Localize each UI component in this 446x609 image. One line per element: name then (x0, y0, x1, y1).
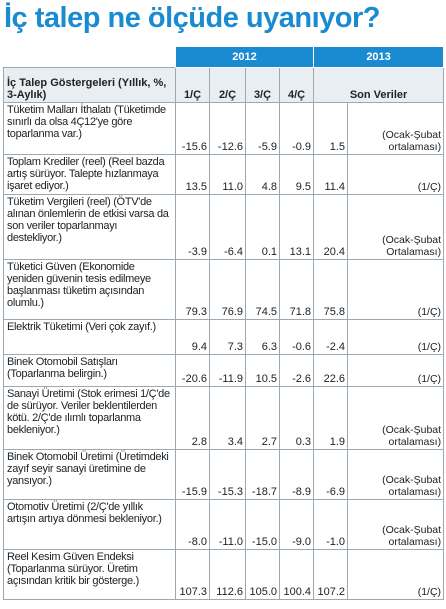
value-cell: -15.6 (175, 102, 210, 155)
value-cell: 3.4 (209, 386, 246, 450)
year-cell: 2012 (174, 46, 315, 68)
value-cell: 75.8 (313, 259, 349, 320)
data-row: Sanayi Üretimi (Stok erimesi 1/Ç'de de s… (3, 386, 445, 450)
data-row: Tüketim Vergileri (reel) (ÖTV'de alınan … (3, 194, 445, 260)
value-cell: 71.8 (278, 259, 315, 320)
year-row: 2012 2013 (3, 46, 445, 68)
data-row: Toplam Krediler (reel) (Reel bazda artış… (3, 154, 445, 195)
header-cell: İç Talep Göstergeleri (Yıllık, %, 3-Aylı… (3, 67, 176, 103)
indicator-cell: Binek Otomobil Üretimi (Üretimdeki zayıf… (3, 449, 176, 500)
note-cell: (Ocak-Şubat ortalaması) (347, 449, 445, 500)
value-cell: -15.3 (209, 449, 246, 500)
indicator-cell: Toplam Krediler (reel) (Reel bazda artış… (3, 154, 176, 195)
value-cell: -0.9 (278, 102, 315, 155)
value-cell: -6.4 (209, 194, 246, 260)
table-body: 2012 2013 İç Talep Göstergeleri (Yıllık, %… (3, 46, 445, 600)
data-row: Tüketici Güven (Ekonomide yeniden güveni… (3, 259, 445, 320)
value-cell: 0.1 (245, 194, 280, 260)
data-row: Elektrik Tüketimi (Veri çok zayıf.) 9.4 7.… (3, 319, 445, 355)
value-cell: 100.4 (278, 549, 315, 600)
note-cell: (Ocak-Şubat ortalaması) (347, 499, 445, 550)
indicator-table: 2012 2013 İç Talep Göstergeleri (Yıllık, %… (3, 46, 445, 600)
value-cell: 76.9 (209, 259, 246, 320)
note-cell: (1/Ç) (347, 259, 445, 320)
value-cell: 107.3 (175, 549, 210, 600)
value-cell: 79.3 (175, 259, 210, 320)
indicator-cell: Otomotiv Üretimi (2/Ç'de yıllık artışın … (3, 499, 176, 550)
data-row: Binek Otomobil Satışları (Toparlanma bel… (3, 354, 445, 387)
value-cell: 22.6 (313, 354, 349, 387)
value-cell: -20.6 (175, 354, 210, 387)
value-cell: -3.9 (175, 194, 210, 260)
value-cell: 2.7 (245, 386, 280, 450)
indicator-cell: Sanayi Üretimi (Stok erimesi 1/Ç'de de s… (3, 386, 176, 450)
note-cell: (1/Ç) (347, 154, 445, 195)
header-cell: 2/Ç (209, 67, 246, 103)
indicator-cell: Elektrik Tüketimi (Veri çok zayıf.) (3, 319, 176, 355)
value-cell: -15.0 (245, 499, 280, 550)
note-cell: (1/Ç) (347, 319, 445, 355)
value-cell: -15.9 (175, 449, 210, 500)
title: İç talep ne ölçüde uyanıyor? (4, 2, 381, 34)
header-cell: 4/Ç (278, 67, 315, 103)
value-cell: 13.1 (278, 194, 315, 260)
blank-cell (3, 46, 176, 68)
value-cell: 4.8 (245, 154, 280, 195)
indicator-cell: Tüketim Malları İthalatı (Tüketimde sını… (3, 102, 176, 155)
value-cell: 107.2 (313, 549, 349, 600)
indicator-cell: Tüketim Vergileri (reel) (ÖTV'de alınan … (3, 194, 176, 260)
data-row: Binek Otomobil Üretimi (Üretimdeki zayıf… (3, 449, 445, 500)
data-row: Otomotiv Üretimi (2/Ç'de yıllık artışın … (3, 499, 445, 550)
value-cell: 11.0 (209, 154, 246, 195)
value-cell: 105.0 (245, 549, 280, 600)
value-cell: 11.4 (313, 154, 349, 195)
value-cell: 13.5 (175, 154, 210, 195)
value-cell: 9.4 (175, 319, 210, 355)
value-cell: -8.0 (175, 499, 210, 550)
value-cell: 10.5 (245, 354, 280, 387)
value-cell: 1.5 (313, 102, 349, 155)
value-cell: -9.0 (278, 499, 315, 550)
value-cell: -8.9 (278, 449, 315, 500)
value-cell: 6.3 (245, 319, 280, 355)
value-cell: -6.9 (313, 449, 349, 500)
header-cell: Son Veriler (313, 67, 445, 103)
value-cell: -1.0 (313, 499, 349, 550)
indicator-cell: Binek Otomobil Satışları (Toparlanma bel… (3, 354, 176, 387)
value-cell: 0.3 (278, 386, 315, 450)
value-cell: 74.5 (245, 259, 280, 320)
value-cell: -11.0 (209, 499, 246, 550)
value-cell: 112.6 (209, 549, 246, 600)
note-cell: (Ocak-Şubat ortalaması) (347, 386, 445, 450)
value-cell: -2.6 (278, 354, 315, 387)
note-cell: (Ocak-Şubat Ortalaması) (347, 194, 445, 260)
value-cell: 7.3 (209, 319, 246, 355)
note-cell: (1/Ç) (347, 354, 445, 387)
value-cell: 2.8 (175, 386, 210, 450)
value-cell: -11.9 (209, 354, 246, 387)
value-cell: -2.4 (313, 319, 349, 355)
value-cell: 1.9 (313, 386, 349, 450)
header-cell: 3/Ç (245, 67, 280, 103)
value-cell: -5.9 (245, 102, 280, 155)
note-cell: (Ocak-Şubat ortalaması) (347, 102, 445, 155)
header-row: İç Talep Göstergeleri (Yıllık, %, 3-Aylı… (3, 67, 445, 103)
indicator-cell: Reel Kesim Güven Endeksi (Toparlanma sür… (3, 549, 176, 600)
value-cell: -18.7 (245, 449, 280, 500)
data-row: Reel Kesim Güven Endeksi (Toparlanma sür… (3, 549, 445, 600)
value-cell: -0.6 (278, 319, 315, 355)
data-row: Tüketim Malları İthalatı (Tüketimde sını… (3, 102, 445, 155)
value-cell: 20.4 (313, 194, 349, 260)
header-cell: 1/Ç (175, 67, 210, 103)
value-cell: -12.6 (209, 102, 246, 155)
value-cell: 9.5 (278, 154, 315, 195)
note-cell: (1/Ç) (347, 549, 445, 600)
indicator-cell: Tüketici Güven (Ekonomide yeniden güveni… (3, 259, 176, 320)
year-cell: 2013 (313, 46, 445, 68)
